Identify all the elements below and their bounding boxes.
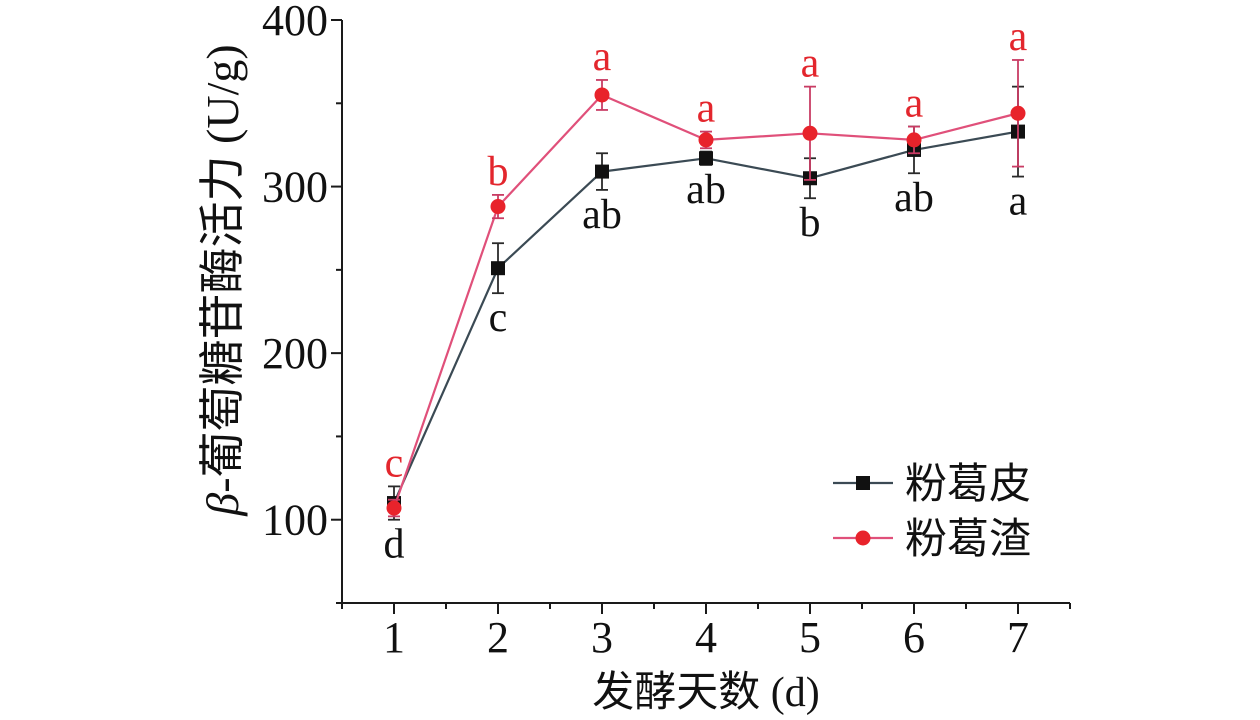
x-tick-label: 1 bbox=[383, 613, 405, 662]
series-1-point bbox=[595, 164, 609, 179]
x-tick-label: 4 bbox=[695, 613, 717, 662]
series-2-significance-letter: a bbox=[697, 86, 716, 132]
series-1-significance-letter: ab bbox=[894, 175, 934, 221]
series-2-significance-letter: a bbox=[593, 34, 612, 80]
legend-circle-icon bbox=[855, 530, 871, 546]
series-2-point bbox=[1010, 105, 1026, 121]
axes: 100 200 300 400 1 2 3 4 5 6 7 bbox=[262, 0, 1071, 662]
x-axis-label: 发酵天数 (d) bbox=[592, 670, 819, 716]
plot-area bbox=[386, 59, 1026, 521]
series-2 bbox=[386, 59, 1026, 518]
x-tick-label: 7 bbox=[1007, 613, 1029, 662]
series-2-point bbox=[594, 87, 610, 103]
series-1-point bbox=[491, 261, 505, 276]
series-2-point bbox=[490, 199, 506, 215]
y-tick-label: 100 bbox=[262, 496, 328, 545]
y-tick-label: 300 bbox=[262, 163, 328, 212]
series-1-significance-letter: ab bbox=[582, 192, 622, 238]
y-tick-label: 400 bbox=[262, 0, 328, 45]
x-tick-label: 6 bbox=[903, 613, 925, 662]
series-2-significance-letter: a bbox=[801, 41, 820, 87]
series-1-significance-letter: ab bbox=[686, 167, 726, 213]
series-1-significance-letter: b bbox=[800, 200, 821, 246]
series-2-point bbox=[802, 125, 818, 141]
x-tick-label: 3 bbox=[591, 613, 613, 662]
legend-label: 粉葛渣 bbox=[905, 517, 1031, 563]
series-2-significance-letter: a bbox=[905, 81, 924, 127]
series-1-significance-letter: a bbox=[1009, 179, 1028, 225]
legend-square-icon bbox=[856, 476, 870, 490]
y-axis-label-symbol: β bbox=[197, 493, 248, 517]
legend-entry: 粉葛渣 bbox=[833, 517, 1031, 563]
y-tick-label: 200 bbox=[262, 329, 328, 378]
series-1-significance-letter: c bbox=[489, 295, 508, 341]
series-2-significance-letter: a bbox=[1009, 14, 1028, 60]
series-1-point bbox=[699, 151, 713, 166]
legend-label: 粉葛皮 bbox=[905, 462, 1031, 508]
legend-entry: 粉葛皮 bbox=[833, 462, 1031, 508]
y-axis-label: β-葡萄糖苷酶活力 (U/g) bbox=[197, 44, 248, 516]
series-2-point bbox=[906, 132, 922, 148]
series-2-significance-letter: c bbox=[385, 440, 404, 486]
x-tick-label: 5 bbox=[799, 613, 821, 662]
x-tick-label: 2 bbox=[487, 613, 509, 662]
y-axis-label-text: -葡萄糖苷酶活力 (U/g) bbox=[197, 44, 248, 492]
series-2-significance-letter: b bbox=[488, 149, 509, 195]
series-2-point bbox=[386, 500, 402, 516]
series-1-significance-letter: d bbox=[384, 522, 405, 568]
series-2-point bbox=[698, 132, 714, 148]
